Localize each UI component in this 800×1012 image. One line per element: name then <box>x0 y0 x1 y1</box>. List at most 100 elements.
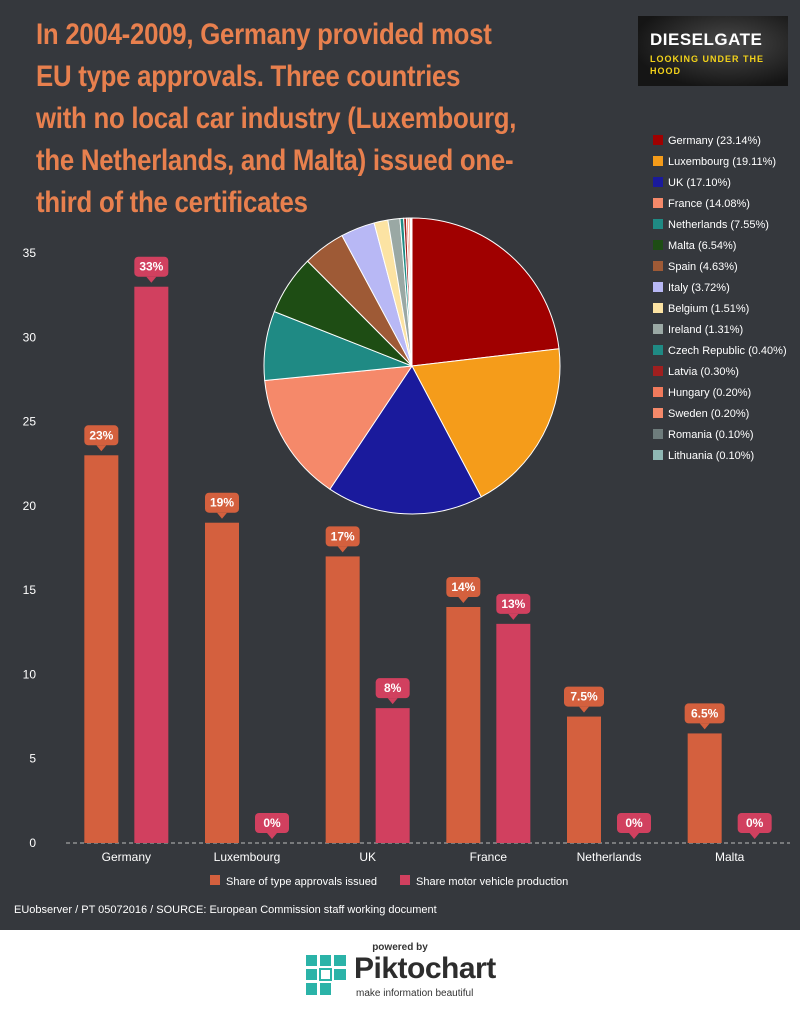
legend-swatch <box>210 875 220 885</box>
data-label-pointer <box>387 698 398 705</box>
pie-legend-label: Lithuania (0.10%) <box>668 450 754 462</box>
bar-production <box>134 286 169 843</box>
pie-slice <box>411 348 561 498</box>
data-label: 14% <box>451 580 475 594</box>
y-tick-label: 0 <box>29 836 36 850</box>
y-tick-label: 30 <box>23 330 37 344</box>
y-tick-label: 5 <box>29 752 36 766</box>
pie-legend-swatch <box>653 240 663 250</box>
bar-approvals <box>687 733 722 843</box>
pie-legend-swatch <box>653 303 663 313</box>
data-label-pointer <box>699 723 710 730</box>
x-tick-label: Luxembourg <box>214 850 281 864</box>
data-label: 7.5% <box>570 690 598 704</box>
pie-legend-swatch <box>653 177 663 187</box>
pie-slice <box>264 365 414 490</box>
pie-legend-swatch <box>653 135 663 145</box>
bar-production <box>496 623 531 843</box>
data-label: 33% <box>139 260 163 274</box>
bar-approvals <box>446 607 481 843</box>
data-label-box <box>684 703 725 724</box>
data-label-box <box>496 593 531 614</box>
data-label-pointer <box>749 833 760 839</box>
pie-legend-swatch <box>653 366 663 376</box>
bar-approvals <box>84 455 119 843</box>
data-label-box <box>84 425 119 446</box>
data-label-pointer <box>508 613 519 620</box>
data-label: 6.5% <box>691 706 719 720</box>
pie-legend-label: Hungary (0.20%) <box>668 387 751 399</box>
data-label-box <box>255 813 289 833</box>
pie-legend-label: Czech Republic (0.40%) <box>668 345 787 357</box>
legend-label: Share of type approvals issued <box>226 876 377 888</box>
infographic-title: In 2004-2009, Germany provided most EU t… <box>36 18 517 219</box>
data-label: 17% <box>331 529 355 543</box>
pie-legend-swatch <box>653 156 663 166</box>
pie-slice <box>411 217 560 367</box>
pie-legend-swatch <box>653 198 663 208</box>
brand-tagline: LOOKING UNDER THE HOOD <box>650 54 765 76</box>
pie-legend-label: Germany (23.14%) <box>668 135 761 147</box>
dieselgate-logo: DIESELGATE LOOKING UNDER THE HOOD <box>638 16 788 86</box>
pie-legend-label: Netherlands (7.55%) <box>668 219 769 231</box>
pie-slice <box>329 365 482 515</box>
data-label-box <box>617 813 651 833</box>
data-label-box <box>375 678 410 699</box>
pie-legend-swatch <box>653 219 663 229</box>
data-label: 0% <box>625 816 643 830</box>
pie-legend-swatch <box>653 450 663 460</box>
chart-area: 0 5 10 15 20 25 30 35 Germany 23% 33% Luxembourg 19%… <box>23 135 790 888</box>
data-label-pointer <box>267 833 277 839</box>
data-label: 19% <box>210 496 234 510</box>
pie-legend-label: Latvia (0.30%) <box>668 366 739 378</box>
data-label: 23% <box>89 428 113 442</box>
pie-legend-swatch <box>653 261 663 271</box>
y-tick-label: 25 <box>23 415 37 429</box>
pie-legend-swatch <box>653 345 663 355</box>
data-label: 0% <box>263 816 281 830</box>
data-label-pointer <box>217 512 227 519</box>
legend-label: Share motor vehicle production <box>416 876 568 888</box>
source-note: EUobserver / PT 05072016 / SOURCE: Europ… <box>14 904 437 916</box>
y-tick-label: 35 <box>23 246 37 260</box>
pie-legend-label: Belgium (1.51%) <box>668 303 749 315</box>
pie-legend-label: Sweden (0.20%) <box>668 408 749 420</box>
data-label-pointer <box>579 706 589 713</box>
bar-production <box>375 708 410 843</box>
y-tick-label: 15 <box>23 583 37 597</box>
data-label: 8% <box>384 681 402 695</box>
x-tick-label: UK <box>359 850 376 864</box>
y-tick-label: 10 <box>23 667 37 681</box>
data-label-box <box>446 577 481 597</box>
piktochart-logo-icon <box>306 955 346 995</box>
piktochart-wordmark: Piktochart <box>354 952 496 985</box>
pie-legend-swatch <box>653 429 663 439</box>
bar-approvals <box>205 522 239 843</box>
data-label-pointer <box>146 276 157 283</box>
data-label-box <box>205 492 239 513</box>
brand-name: DIESELGATE <box>650 30 763 49</box>
pie-legend-label: Italy (3.72%) <box>668 282 730 294</box>
piktochart-tagline: make information beautiful <box>356 988 474 999</box>
pie-legend-label: Luxembourg (19.11%) <box>668 156 776 168</box>
pie-slice <box>410 217 413 367</box>
data-label-pointer <box>629 833 639 839</box>
y-tick-label: 20 <box>23 499 37 513</box>
x-tick-label: Malta <box>715 850 745 864</box>
data-label-pointer <box>337 546 348 553</box>
data-label-box <box>737 813 772 833</box>
x-tick-label: Netherlands <box>577 850 642 864</box>
data-label-box <box>325 526 360 547</box>
data-label-pointer <box>96 445 107 452</box>
bar-approvals <box>325 556 360 843</box>
data-label-box <box>134 256 169 277</box>
bar-approvals <box>567 716 601 843</box>
data-label-box <box>564 686 604 707</box>
pie-legend-swatch <box>653 324 663 334</box>
legend-swatch <box>400 875 410 885</box>
pie-legend-label: France (14.08%) <box>668 198 750 210</box>
x-tick-label: France <box>470 850 508 864</box>
pie-legend-label: Ireland (1.31%) <box>668 324 743 336</box>
pie-legend-swatch <box>653 408 663 418</box>
pie-legend-label: Romania (0.10%) <box>668 429 754 441</box>
